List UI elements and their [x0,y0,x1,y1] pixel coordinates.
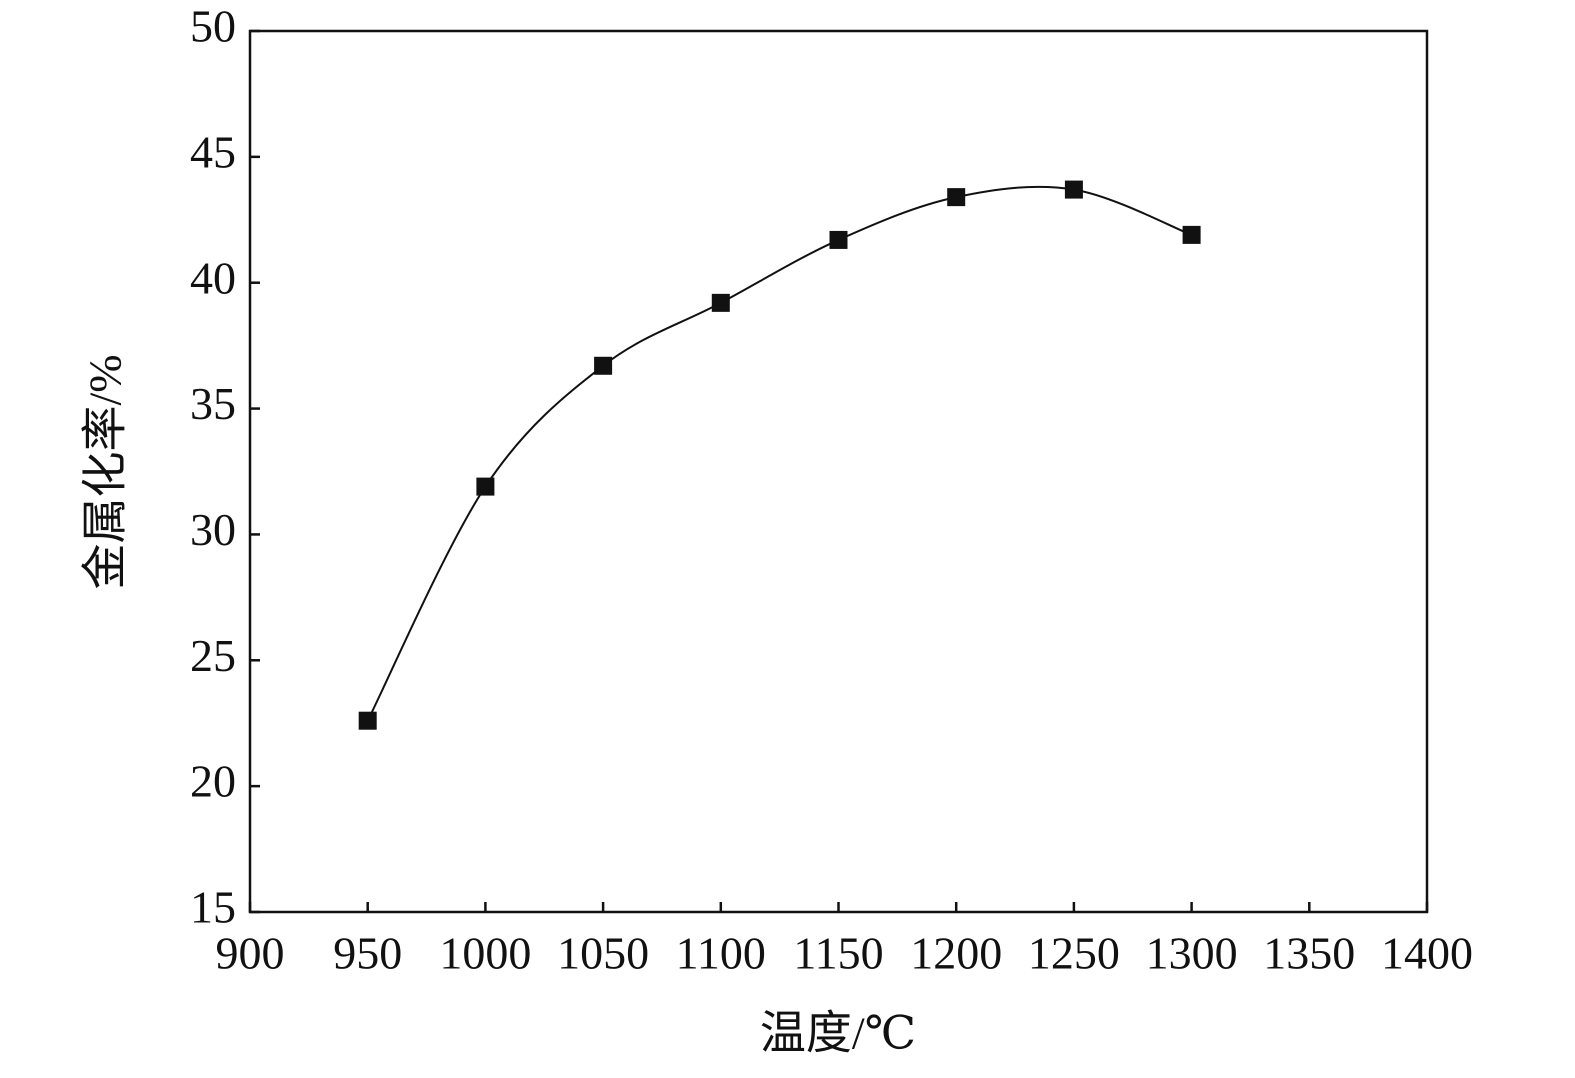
marker [947,188,966,207]
x-tick-label: 1050 [557,928,649,979]
marker [476,477,495,496]
y-axis-label: 金属化率/% [80,354,131,589]
x-tick-label: 1300 [1146,928,1238,979]
marker [711,293,730,312]
x-tick-label: 1350 [1263,928,1355,979]
x-tick-label: 1250 [1028,928,1120,979]
fit-curve [366,185,1192,722]
y-tick-label: 15 [190,882,236,933]
marker [829,230,848,249]
x-tick-label: 950 [333,928,402,979]
y-tick-label: 35 [190,378,236,429]
y-tick-label: 25 [190,630,236,681]
y-tick-label: 40 [190,252,236,303]
y-tick-label: 20 [190,756,236,807]
x-axis-label: 温度/℃ [760,1008,916,1059]
marker [1182,225,1201,244]
x-tick-label: 1200 [910,928,1002,979]
plot-frame [248,29,1429,914]
marker [1064,180,1083,199]
x-tick-label: 1150 [793,928,883,979]
y-tick-label: 30 [190,504,236,555]
x-tick-label: 1100 [676,928,766,979]
x-tick-label: 900 [216,928,285,979]
x-tick-label: 1400 [1381,928,1473,979]
y-tick-label: 50 [190,1,236,52]
marker [358,711,377,730]
marker [594,356,613,375]
x-tick-label: 1000 [439,928,531,979]
y-tick-label: 45 [190,126,236,177]
